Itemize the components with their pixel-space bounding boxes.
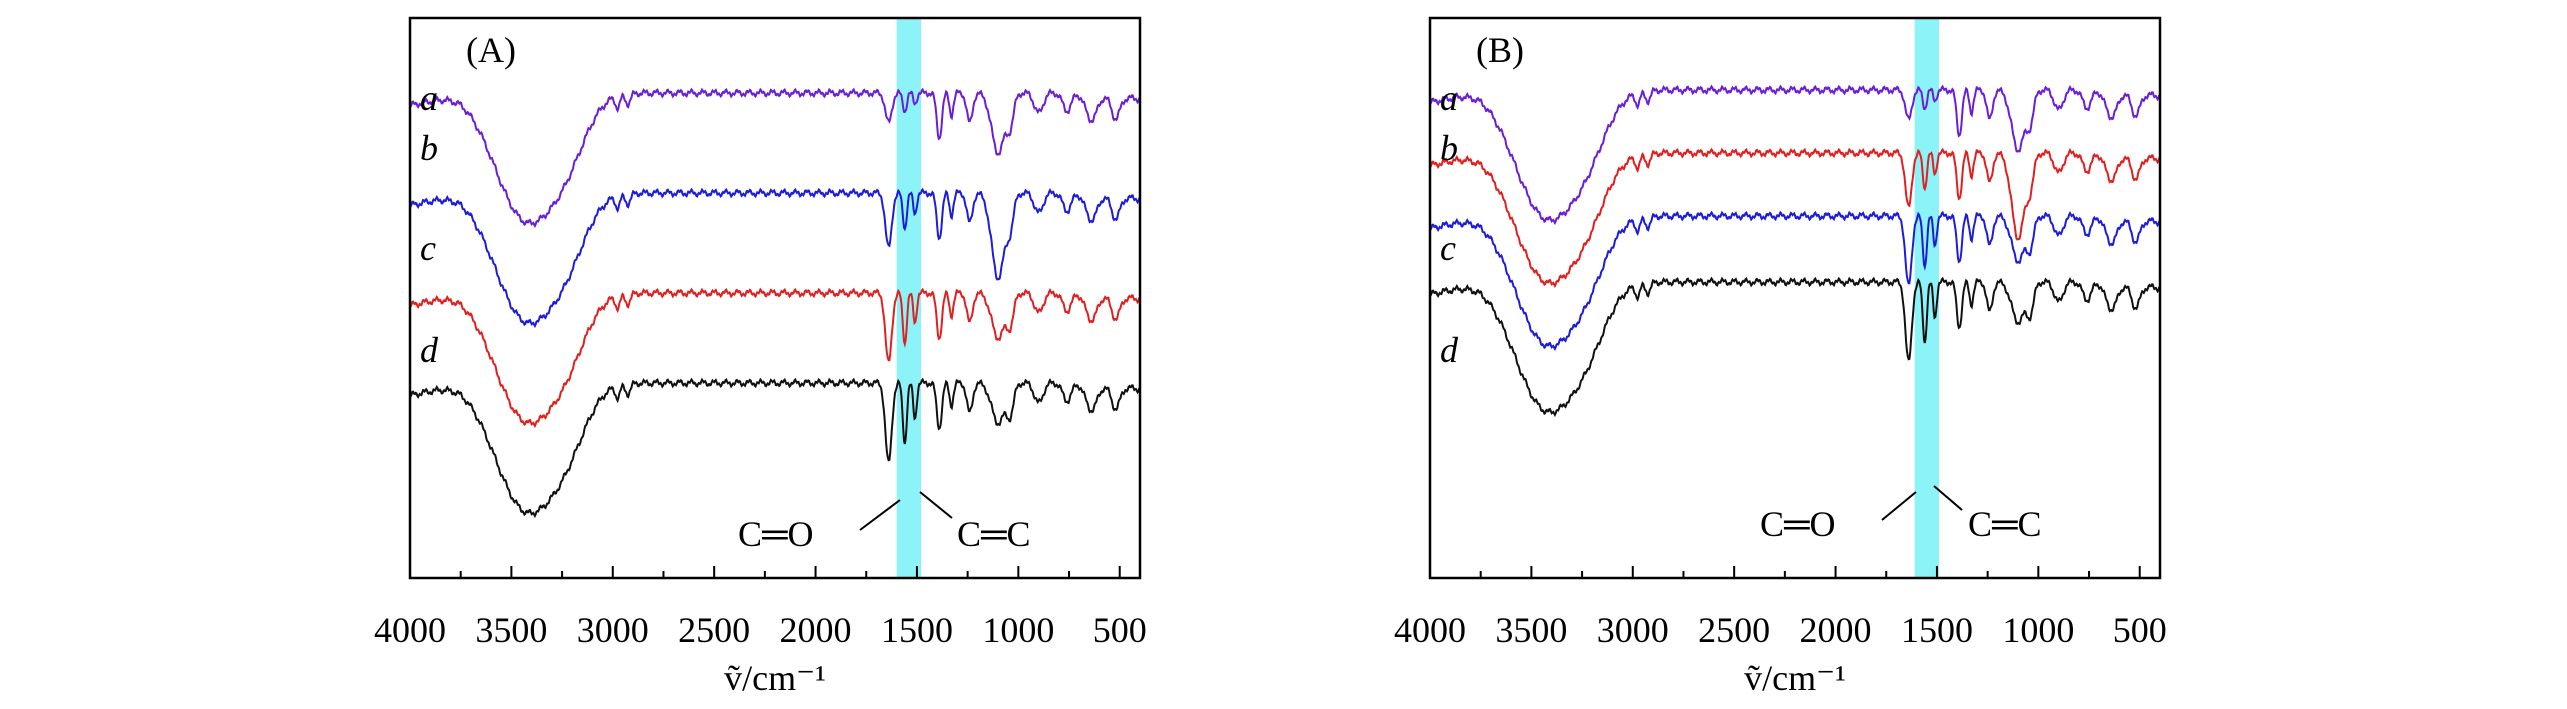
curve-label-b: b [420, 128, 438, 168]
curve-label-d: d [1440, 330, 1459, 370]
curve-label-b: b [1440, 128, 1458, 168]
anno-cc-leader [1933, 485, 1963, 511]
anno-co-leader [1881, 491, 1917, 521]
x-tick-label: 2000 [1800, 610, 1872, 650]
x-tick-label: 1000 [982, 610, 1054, 650]
curve-label-a: a [1440, 78, 1458, 118]
anno-co-leader [859, 499, 901, 531]
curve-label-a: a [420, 78, 438, 118]
panel-a-frame [408, 16, 1142, 580]
anno-cc-leader [919, 491, 953, 519]
x-tick-label: 2500 [1698, 610, 1770, 650]
series-line-c [409, 287, 1141, 429]
series-line-c [1429, 210, 2161, 352]
x-tick-label: 3000 [577, 610, 649, 650]
curve-label-c: c [1440, 228, 1456, 268]
curve-label-c: c [420, 228, 436, 268]
x-tick-label: 1000 [2002, 610, 2074, 650]
curve-label-d: d [420, 330, 439, 370]
series-line-b [1429, 147, 2161, 289]
x-tick-label: 1500 [1901, 610, 1973, 650]
series-line-d [409, 377, 1141, 519]
series-line-d [1429, 276, 2161, 418]
panel-a-xlabel: ṽ/cm⁻¹ [724, 658, 826, 698]
x-tick-label: 500 [2113, 610, 2167, 650]
anno-cc-label: C═C [957, 514, 1031, 554]
panel-a-label: (A) [466, 30, 516, 70]
anno-co-label: C═O [1760, 504, 1836, 544]
x-tick-label: 2000 [780, 610, 852, 650]
panel-b-frame [1428, 16, 2162, 580]
x-tick-label: 3500 [1495, 610, 1567, 650]
series-line-b [409, 187, 1141, 329]
x-tick-label: 3000 [1597, 610, 1669, 650]
x-tick-label: 1500 [881, 610, 953, 650]
anno-cc-label: C═C [1968, 504, 2042, 544]
x-tick-label: 4000 [1394, 610, 1466, 650]
panel-a: 4000 3500 3000 2500 2000 1500 1000 500 (A) a b … [374, 16, 1147, 698]
x-tick-label: 4000 [374, 610, 446, 650]
x-tick-label: 3500 [475, 610, 547, 650]
series-line-a [409, 87, 1141, 229]
highlight-band [1914, 19, 1939, 577]
x-tick-label: 500 [1093, 610, 1147, 650]
x-tick-label: 2500 [678, 610, 750, 650]
series-line-a [1429, 84, 2161, 226]
anno-co-label: C═O [738, 514, 814, 554]
panel-b-xlabel: ṽ/cm⁻¹ [1744, 658, 1846, 698]
panel-b-label: (B) [1476, 30, 1524, 70]
panel-b: 4000 3500 3000 2500 2000 1500 1000 500 (B) a b … [1394, 16, 2167, 698]
